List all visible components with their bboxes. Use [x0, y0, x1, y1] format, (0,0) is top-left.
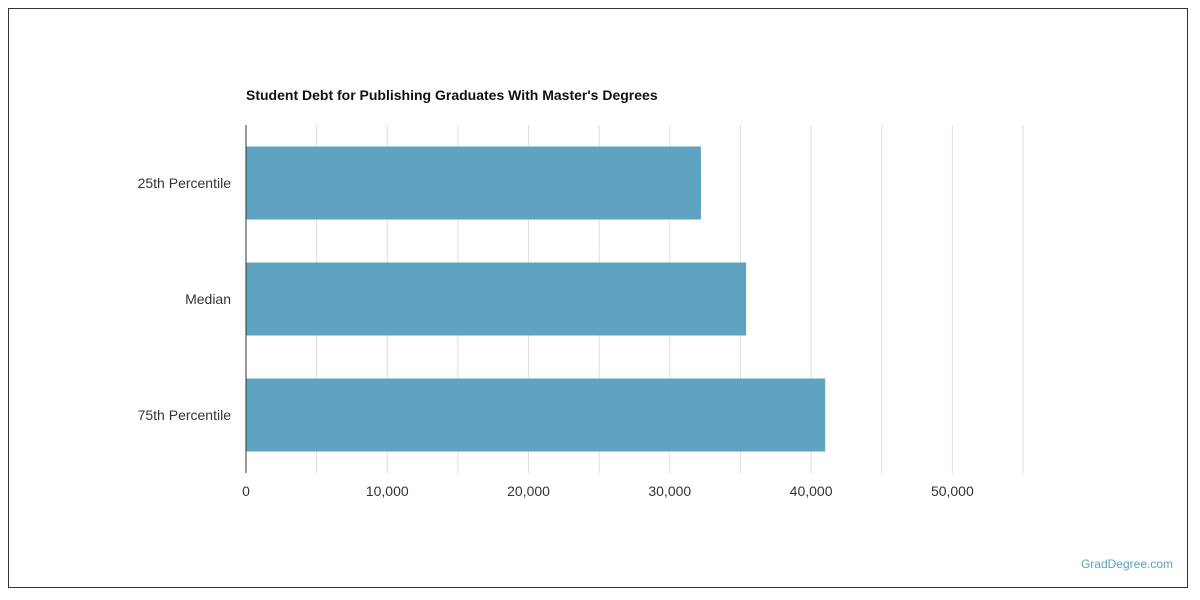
- chart-frame: Student Debt for Publishing Graduates Wi…: [8, 8, 1188, 588]
- category-label: 25th Percentile: [138, 175, 232, 191]
- bar-chart: Student Debt for Publishing Graduates Wi…: [138, 87, 1024, 499]
- x-tick-labels: 0 10,000 20,000 30,000 40,000 50,000: [242, 483, 974, 499]
- category-label: 75th Percentile: [138, 407, 232, 423]
- bar-75th-percentile: [246, 378, 826, 452]
- bars: [246, 146, 826, 452]
- x-tick-label: 40,000: [790, 483, 833, 499]
- x-tick-label: 20,000: [507, 483, 550, 499]
- x-tick-label: 50,000: [931, 483, 974, 499]
- watermark: GradDegree.com: [1080, 557, 1173, 571]
- bar-25th-percentile: [246, 146, 701, 220]
- x-tick-label: 0: [242, 483, 250, 499]
- x-tick-label: 30,000: [648, 483, 691, 499]
- chart-title: Student Debt for Publishing Graduates Wi…: [246, 87, 658, 103]
- x-tick-label: 10,000: [366, 483, 409, 499]
- category-labels: 25th Percentile Median 75th Percentile: [138, 175, 232, 423]
- category-label: Median: [185, 291, 231, 307]
- bar-median: [246, 262, 747, 336]
